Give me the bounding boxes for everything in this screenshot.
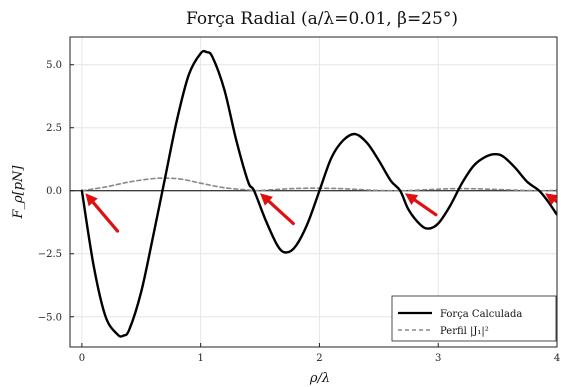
x-tick-label: 2 <box>316 353 322 364</box>
x-tick-label: 1 <box>197 353 203 364</box>
annotation-arrow-shaft <box>91 200 120 233</box>
legend-label-forca: Força Calculada <box>440 309 522 320</box>
chart-title: Força Radial (a/λ=0.01, β=25°) <box>186 9 458 29</box>
y-tick-label: 5.0 <box>46 60 62 71</box>
plot-frame <box>69 36 558 348</box>
annotation-arrow-head <box>85 193 98 207</box>
annotation-arrow-head <box>260 193 273 206</box>
series-layer <box>80 49 557 338</box>
series-forca-calculada <box>80 49 557 338</box>
annotation-arrows <box>85 193 557 233</box>
annotation-arrow-shaft <box>267 199 295 226</box>
y-tick-label: −2.5 <box>38 249 62 260</box>
legend: Força Calculada Perfil |J₁|² <box>391 295 557 342</box>
x-axis-label: ρ/λ <box>309 371 330 386</box>
y-axis-label: F_ρ[pN] <box>11 165 26 220</box>
annotation-arrow-shaft <box>413 198 438 217</box>
y-tick-label: 2.5 <box>46 123 62 134</box>
annotation-arrow-head <box>404 193 419 206</box>
annotation-arrow-head <box>545 193 557 206</box>
x-tick-label: 0 <box>79 353 85 364</box>
axis-ticks: 0 1 2 3 4 −5.0 −2.5 0.0 2.5 5.0 <box>38 60 560 364</box>
legend-box <box>391 295 557 342</box>
y-tick-label: 0.0 <box>46 186 62 197</box>
annotation-arrow-shaft <box>553 198 557 204</box>
x-tick-label: 4 <box>554 353 560 364</box>
y-tick-label: −5.0 <box>38 312 62 323</box>
series-perfil-j1 <box>81 177 557 192</box>
legend-label-perfil: Perfil |J₁|² <box>440 326 489 337</box>
x-tick-label: 3 <box>435 353 441 364</box>
